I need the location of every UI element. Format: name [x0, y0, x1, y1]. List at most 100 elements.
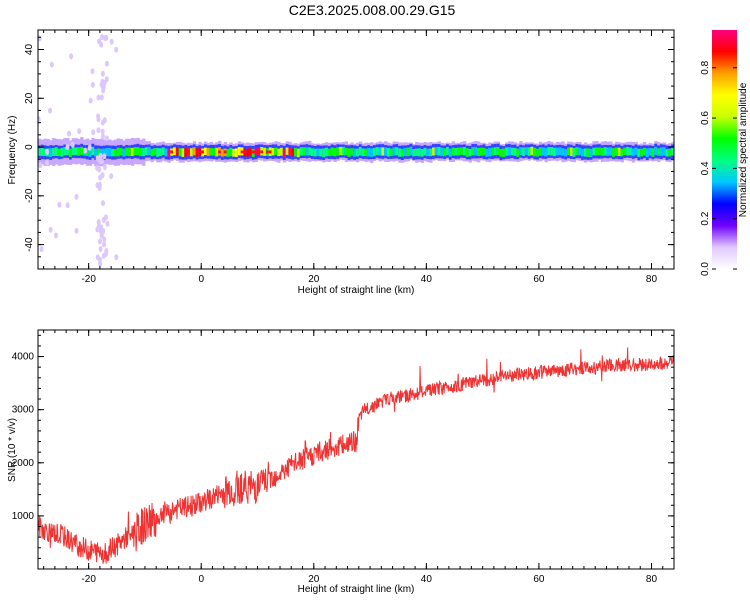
heat-cell-core — [119, 147, 123, 156]
colorbar-tick-label: 0.4 — [700, 161, 711, 175]
heat-cell-core — [640, 148, 644, 157]
heat-cell-core — [99, 148, 104, 157]
heat-cell-core — [40, 147, 45, 157]
heat-cell-core — [344, 147, 349, 156]
heat-cell-core — [204, 147, 208, 156]
heat-scatter-dot — [48, 107, 53, 114]
heat-scatter-dot — [57, 201, 62, 208]
heat-cell-core — [263, 147, 267, 156]
heat-cell-core — [502, 148, 506, 157]
heat-cell-core — [569, 147, 574, 157]
heat-scatter-dot — [74, 227, 79, 234]
heat-cell-core — [645, 148, 650, 158]
heat-cell-core — [156, 148, 160, 157]
heat-cell-core — [88, 148, 92, 157]
snr-frame — [37, 329, 675, 570]
heat-scatter-dot — [102, 241, 107, 248]
heat-cell-core — [671, 147, 674, 156]
heat-cell-core — [192, 147, 197, 156]
snr-panel: -20 0 20 40 60 80 1000 2000 3000 4000 Height of s… — [7, 329, 675, 595]
heat-cell-core — [657, 148, 661, 156]
x-tick-label: 80 — [646, 274, 658, 285]
heat-cell-core — [491, 147, 495, 156]
heat-cell-core — [189, 148, 194, 157]
heat-scatter-dot — [95, 155, 100, 162]
heat-cell-core — [477, 147, 481, 156]
heat-cell-core — [384, 147, 388, 156]
heat-cell-peak — [265, 150, 270, 154]
snr-ylabel: SNR (10 * v/v) — [7, 418, 18, 482]
heat-scatter-dot — [97, 238, 102, 245]
heat-cell-core — [575, 146, 579, 156]
heat-cell-core — [38, 148, 42, 156]
heat-cell-core — [271, 147, 275, 156]
heat-cell-core — [482, 147, 486, 156]
heat-scatter-dot — [100, 133, 105, 140]
heat-cell-core — [479, 147, 484, 156]
heat-cell-core — [249, 148, 253, 157]
heat-scatter-dot — [38, 162, 43, 169]
heat-cell-core — [544, 147, 548, 157]
x-tick-label: 20 — [308, 574, 320, 585]
heat-cell-core — [280, 147, 284, 156]
y-tick-label: 40 — [24, 44, 35, 56]
heat-cell-core — [375, 147, 380, 156]
heat-cell-core — [350, 148, 354, 156]
heat-cell-core — [595, 147, 599, 156]
heat-scatter-dot — [100, 119, 105, 126]
heat-cell-core — [485, 148, 489, 157]
heat-cell-core — [381, 147, 385, 156]
heat-cell-core — [446, 146, 450, 156]
heat-scatter-dot — [104, 60, 109, 67]
heat-cell-core — [541, 147, 546, 156]
heat-cell-core — [159, 148, 163, 157]
y-tick-label: 20 — [24, 92, 35, 104]
colorbar-label: Normalized spectral amplitude — [738, 82, 749, 217]
heat-scatter-dot — [98, 260, 103, 267]
heat-scatter-dot — [96, 127, 101, 134]
heat-cell-core — [426, 148, 430, 157]
heat-cell-core — [367, 147, 371, 157]
y-tick-label: 0 — [24, 144, 35, 150]
heat-cell-core — [460, 147, 464, 155]
heat-scatter-dot — [96, 219, 101, 226]
heat-cell-core — [538, 147, 543, 156]
heat-cell-core — [291, 148, 295, 157]
heat-scatter-dot — [114, 254, 119, 261]
heat-scatter-dot — [101, 200, 106, 207]
heat-cell-core — [77, 147, 81, 156]
heat-cell-core — [232, 148, 236, 157]
heat-cell-core — [665, 149, 669, 157]
heat-scatter-dot — [97, 38, 102, 45]
heat-scatter-dot — [104, 135, 109, 142]
heat-cell-core — [398, 148, 402, 157]
heat-cell-core — [434, 146, 439, 156]
heat-cell-core — [91, 146, 95, 156]
heat-scatter-dot — [109, 38, 114, 45]
heat-scatter-dot — [99, 232, 104, 239]
y-tick-label: 3000 — [12, 405, 35, 416]
heat-cell-peak — [170, 150, 175, 154]
heat-cell-core — [313, 148, 318, 157]
heat-cell-core — [612, 148, 616, 157]
heat-cell-peak — [240, 150, 245, 154]
heat-cell-core — [125, 147, 129, 156]
heat-cell-peak — [223, 150, 228, 154]
heat-cell-core — [471, 147, 475, 156]
x-tick-label: 40 — [421, 274, 433, 285]
colorbar-gradient — [712, 30, 737, 269]
heat-cell-core — [524, 147, 529, 155]
colorbar-tick-label: 0.2 — [700, 211, 711, 225]
heat-scatter-dot — [96, 94, 101, 101]
heat-cell-core — [488, 147, 492, 157]
heat-cell-peak — [184, 150, 189, 154]
heat-scatter-dot — [98, 152, 103, 159]
spectrogram-ticks: -20 0 20 40 60 80 -40 -20 0 20 40 — [24, 30, 675, 285]
heat-scatter-dot — [48, 226, 53, 233]
heat-cell-core — [356, 148, 360, 157]
heat-cell-core — [429, 148, 433, 157]
heat-scatter-dot — [45, 148, 50, 155]
heat-scatter-dot — [97, 166, 102, 173]
figure-title: C2E3.2025.008.00.29.G15 — [289, 2, 456, 18]
heat-scatter-dot — [77, 128, 82, 135]
